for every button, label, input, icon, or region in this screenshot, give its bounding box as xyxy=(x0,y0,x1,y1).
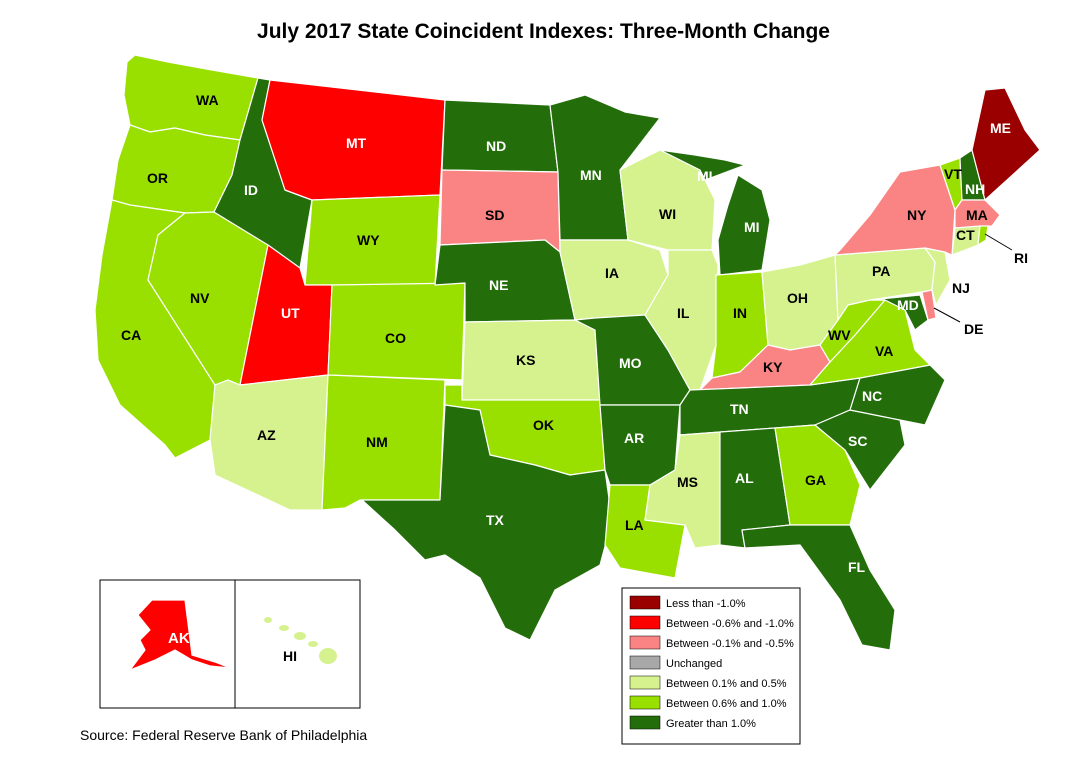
label-mt: MT xyxy=(346,135,367,151)
label-sd: SD xyxy=(485,207,504,223)
label-ia: IA xyxy=(605,265,619,281)
state-fl xyxy=(741,524,896,651)
legend-label-gt_1: Greater than 1.0% xyxy=(666,718,756,730)
label-id: ID xyxy=(244,182,258,198)
label-oh: OH xyxy=(787,290,808,306)
de-leader-line xyxy=(933,307,961,323)
label-hi: HI xyxy=(283,648,297,664)
state-mi-lower xyxy=(717,174,771,276)
label-ms: MS xyxy=(677,474,698,490)
label-la: LA xyxy=(625,517,644,533)
label-tn: TN xyxy=(730,401,749,417)
label-co: CO xyxy=(385,330,406,346)
label-tx: TX xyxy=(486,512,505,528)
legend-swatch-gt_1 xyxy=(629,715,661,730)
label-in: IN xyxy=(733,305,747,321)
label-or: OR xyxy=(147,170,168,186)
label-pa: PA xyxy=(872,263,890,279)
legend-swatch-neg01_neg05 xyxy=(629,635,661,650)
label-ut: UT xyxy=(281,305,300,321)
legend-swatch-lt_neg1 xyxy=(629,595,661,610)
label-nd: ND xyxy=(486,138,506,154)
label-nm: NM xyxy=(366,434,388,450)
label-nj: NJ xyxy=(952,280,970,296)
label-ga: GA xyxy=(805,472,826,488)
label-sc: SC xyxy=(848,433,867,449)
label-ne: NE xyxy=(489,277,508,293)
map-title: July 2017 State Coincident Indexes: Thre… xyxy=(257,20,830,43)
label-de: DE xyxy=(964,321,983,337)
label-az: AZ xyxy=(257,427,276,443)
state-hi xyxy=(264,617,337,664)
state-ri xyxy=(977,225,989,246)
label-nh: NH xyxy=(965,181,985,197)
legend-swatch-unchanged xyxy=(629,655,661,670)
ri-leader-line xyxy=(984,233,1013,251)
label-mn: MN xyxy=(580,167,602,183)
legend-swatch-pos06_1 xyxy=(629,695,661,710)
state-tx xyxy=(361,404,613,641)
label-wa: WA xyxy=(196,92,219,108)
label-vt: VT xyxy=(944,166,962,182)
legend-label-pos01_05: Between 0.1% and 0.5% xyxy=(666,678,787,690)
legend-swatch-pos01_05 xyxy=(629,675,661,690)
legend-swatch-neg06_neg1 xyxy=(629,615,661,630)
legend-label-neg01_neg05: Between -0.1% and -0.5% xyxy=(666,638,794,650)
label-ma: MA xyxy=(966,207,988,223)
state-mi-upper xyxy=(659,149,746,181)
state-me xyxy=(971,87,1041,201)
state-ak xyxy=(129,599,231,671)
state-wa xyxy=(123,54,259,141)
label-wy: WY xyxy=(357,232,380,248)
legend-label-unchanged: Unchanged xyxy=(666,658,722,670)
label-ny: NY xyxy=(907,207,927,223)
label-nc: NC xyxy=(862,388,882,404)
label-ak: AK xyxy=(168,630,190,647)
label-mi-lower: MI xyxy=(744,219,760,235)
legend-label-lt_neg1: Less than -1.0% xyxy=(666,598,746,610)
state-co xyxy=(327,282,466,381)
label-ok: OK xyxy=(533,417,554,433)
state-nd xyxy=(441,99,559,173)
state-ny xyxy=(834,164,956,256)
label-nv: NV xyxy=(190,290,210,306)
label-ky: KY xyxy=(763,359,783,375)
label-mo: MO xyxy=(619,355,642,371)
label-me: ME xyxy=(990,120,1011,136)
hawaii-inset-frame xyxy=(234,579,361,709)
label-ks: KS xyxy=(516,352,535,368)
label-ca: CA xyxy=(121,327,141,343)
legend: Less than -1.0% Between -0.6% and -1.0% Be… xyxy=(621,587,801,745)
legend-label-neg06_neg1: Between -0.6% and -1.0% xyxy=(666,618,794,630)
legend-label-pos06_1: Between 0.6% and 1.0% xyxy=(666,698,787,710)
label-ri: RI xyxy=(1014,250,1028,266)
state-nm xyxy=(321,374,446,511)
source-note: Source: Federal Reserve Bank of Philadel… xyxy=(80,727,368,743)
label-fl: FL xyxy=(848,559,866,575)
label-wi: WI xyxy=(659,206,676,222)
label-md: MD xyxy=(897,297,919,313)
label-va: VA xyxy=(875,343,893,359)
label-mi-upper: MI xyxy=(697,168,713,184)
label-wv: WV xyxy=(828,327,851,343)
label-ct: CT xyxy=(956,227,975,243)
label-al: AL xyxy=(735,470,754,486)
label-il: IL xyxy=(677,305,690,321)
state-md xyxy=(869,294,929,331)
label-ar: AR xyxy=(624,430,644,446)
